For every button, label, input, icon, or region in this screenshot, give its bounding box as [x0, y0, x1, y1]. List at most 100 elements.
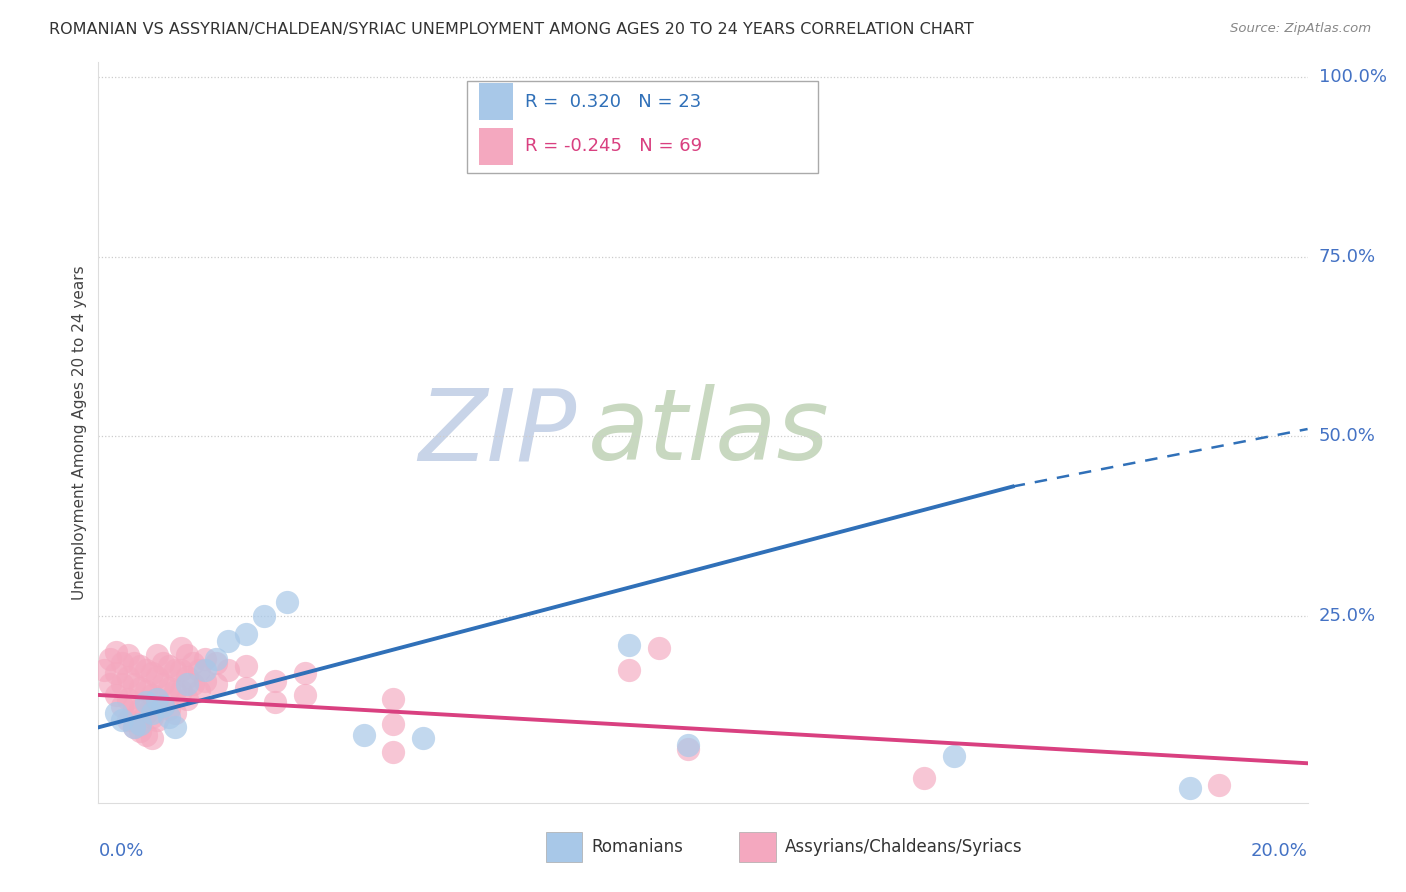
Y-axis label: Unemployment Among Ages 20 to 24 years: Unemployment Among Ages 20 to 24 years [72, 265, 87, 600]
Point [235, 627, 257, 641]
Text: 0.0%: 0.0% [98, 842, 143, 860]
Point [105, 706, 128, 720]
Point [194, 673, 217, 688]
Point [205, 652, 228, 666]
Point [122, 677, 145, 691]
Point [217, 663, 239, 677]
Point [122, 698, 145, 713]
Point [187, 663, 209, 677]
Point [141, 731, 163, 745]
Text: 20.0%: 20.0% [1251, 842, 1308, 860]
Point [98, 677, 121, 691]
Point [152, 677, 174, 691]
Point [146, 691, 169, 706]
Point [176, 677, 198, 691]
Point [294, 666, 316, 681]
Point [117, 691, 139, 706]
Point [105, 666, 128, 681]
Point [157, 681, 180, 695]
Point [105, 688, 128, 702]
Point [235, 681, 257, 695]
Text: 25.0%: 25.0% [1319, 607, 1376, 625]
Point [252, 608, 274, 623]
Point [181, 677, 204, 691]
Point [1208, 778, 1230, 792]
Point [111, 677, 134, 691]
Point [135, 727, 157, 741]
Text: Romanians: Romanians [592, 838, 683, 856]
Point [157, 659, 180, 673]
Point [122, 656, 145, 670]
Point [157, 709, 180, 723]
Point [170, 663, 193, 677]
Point [382, 746, 405, 760]
Text: R =  0.320   N = 23: R = 0.320 N = 23 [526, 93, 702, 111]
Point [128, 723, 150, 738]
Point [194, 652, 217, 666]
FancyBboxPatch shape [467, 81, 818, 173]
Point [165, 663, 187, 677]
Point [117, 670, 139, 684]
Point [678, 739, 700, 753]
Point [942, 749, 965, 764]
Point [382, 691, 405, 706]
Point [122, 720, 145, 734]
Point [165, 684, 187, 698]
Text: Source: ZipAtlas.com: Source: ZipAtlas.com [1230, 22, 1371, 36]
Point [194, 663, 217, 677]
Point [382, 716, 405, 731]
Point [141, 709, 163, 723]
Point [152, 656, 174, 670]
Point [98, 652, 121, 666]
Point [264, 673, 287, 688]
Point [135, 706, 157, 720]
Text: Assyrians/Chaldeans/Syriacs: Assyrians/Chaldeans/Syriacs [785, 838, 1022, 856]
Point [619, 663, 641, 677]
Point [135, 663, 157, 677]
Point [117, 713, 139, 727]
Point [146, 691, 169, 706]
Point [152, 698, 174, 713]
Point [170, 684, 193, 698]
Point [105, 645, 128, 659]
Point [146, 713, 169, 727]
Point [217, 634, 239, 648]
Text: 75.0%: 75.0% [1319, 247, 1376, 266]
Text: atlas: atlas [588, 384, 830, 481]
Point [170, 641, 193, 656]
Text: R = -0.245   N = 69: R = -0.245 N = 69 [526, 137, 703, 155]
Point [176, 691, 198, 706]
Text: ZIP: ZIP [418, 384, 576, 481]
Point [111, 656, 134, 670]
Point [165, 720, 187, 734]
Point [165, 706, 187, 720]
Point [146, 648, 169, 663]
Point [128, 681, 150, 695]
Point [128, 702, 150, 716]
Point [1178, 781, 1201, 796]
Point [619, 638, 641, 652]
Point [276, 594, 298, 608]
Point [648, 641, 671, 656]
Point [146, 670, 169, 684]
Point [93, 663, 115, 677]
Point [122, 720, 145, 734]
FancyBboxPatch shape [546, 832, 582, 862]
Point [205, 656, 228, 670]
Point [128, 716, 150, 731]
Point [264, 695, 287, 709]
Point [157, 702, 180, 716]
Text: 50.0%: 50.0% [1319, 427, 1375, 445]
Point [353, 727, 375, 741]
Point [294, 688, 316, 702]
Point [176, 648, 198, 663]
Point [912, 771, 935, 785]
Point [187, 684, 209, 698]
Point [141, 666, 163, 681]
Point [205, 677, 228, 691]
FancyBboxPatch shape [479, 128, 513, 165]
Point [678, 742, 700, 756]
Point [135, 684, 157, 698]
Point [181, 656, 204, 670]
Point [235, 659, 257, 673]
